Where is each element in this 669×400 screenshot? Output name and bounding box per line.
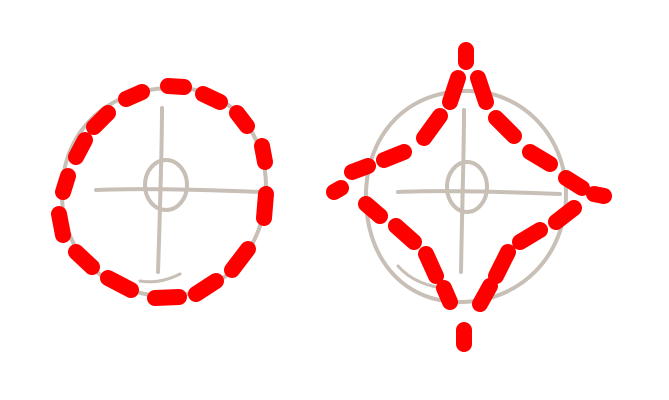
red-dash xyxy=(326,180,349,200)
red-dash xyxy=(436,280,458,310)
guide-bottom-tick xyxy=(138,272,182,284)
red-dash xyxy=(512,222,548,250)
guide-center-circle xyxy=(143,158,189,212)
red-dash xyxy=(147,289,187,306)
red-dash xyxy=(418,246,444,284)
red-dash xyxy=(358,196,388,224)
red-dash xyxy=(118,84,150,107)
guide-vertical-line xyxy=(156,106,164,274)
guide-circle xyxy=(363,88,568,304)
red-dash xyxy=(68,244,100,275)
red-dash xyxy=(256,186,274,226)
red-dash xyxy=(376,144,412,168)
red-dash xyxy=(86,105,116,135)
red-dash xyxy=(488,110,522,144)
red-dash xyxy=(254,138,273,170)
red-dash xyxy=(68,132,93,165)
circle-sketch xyxy=(51,78,274,306)
red-dash xyxy=(344,158,376,180)
red-dash xyxy=(470,70,494,110)
guide-horizontal-line xyxy=(396,189,562,196)
red-dash xyxy=(558,170,590,196)
red-dash xyxy=(388,218,422,250)
red-dash xyxy=(586,186,612,204)
red-dash xyxy=(160,78,192,95)
red-dash xyxy=(488,244,516,284)
star-sketch xyxy=(326,42,612,352)
red-dash xyxy=(195,86,228,110)
dashed-circle-overlay xyxy=(51,78,274,306)
red-dash xyxy=(51,206,71,243)
red-dash xyxy=(472,278,498,312)
guide-horizontal-line xyxy=(94,187,264,194)
red-dash xyxy=(522,144,558,172)
red-dash xyxy=(100,270,139,298)
star-sketch-guides xyxy=(363,88,568,304)
guide-vertical-line xyxy=(459,108,466,274)
red-dash xyxy=(224,241,256,278)
red-dash xyxy=(442,70,466,110)
red-dash xyxy=(548,200,582,230)
guide-center-circle xyxy=(445,160,489,214)
dashed-star-overlay xyxy=(326,42,612,352)
red-dash xyxy=(188,273,224,302)
red-dash xyxy=(229,105,255,134)
red-dash xyxy=(416,108,448,146)
red-dash xyxy=(55,168,76,200)
